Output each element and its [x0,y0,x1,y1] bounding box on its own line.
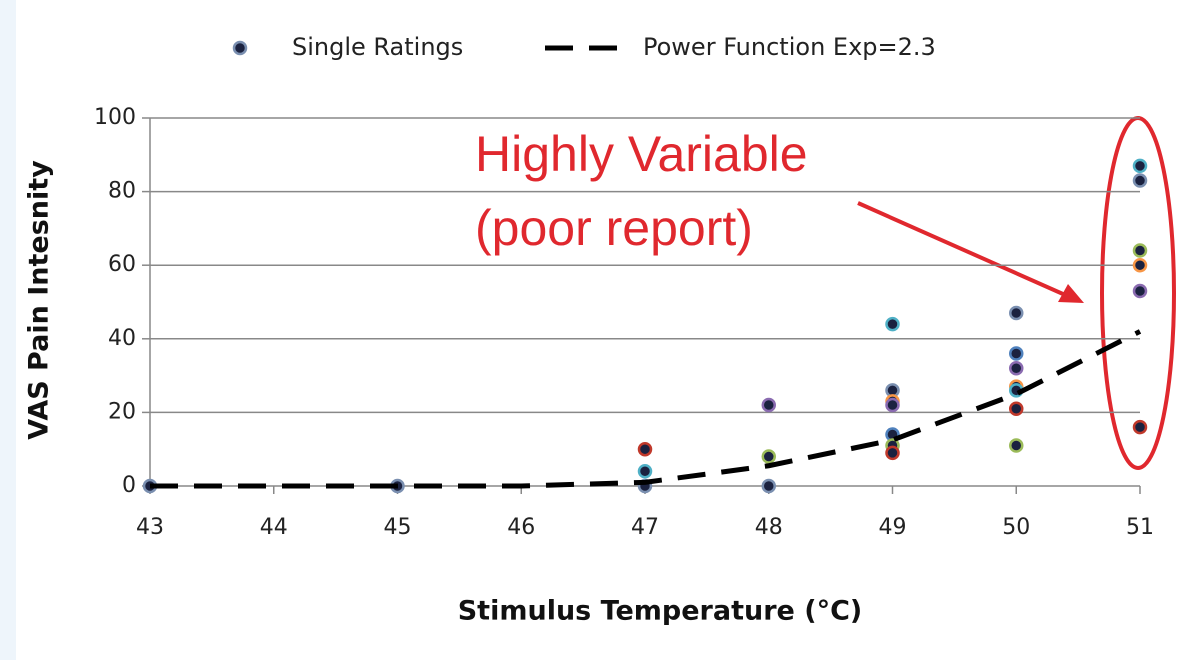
chart-background [16,0,1186,660]
data-point [1009,438,1024,453]
y-tick-label: 100 [94,105,136,130]
x-tick-label: 50 [1002,515,1030,540]
y-tick-label: 80 [108,179,136,204]
x-tick-label: 49 [879,515,907,540]
y-tick-label: 40 [108,326,136,351]
x-tick-label: 48 [755,515,783,540]
arrow [857,201,1073,300]
legend-label: Power Function Exp=2.3 [643,33,936,61]
x-tick-label: 44 [260,515,288,540]
data-point [1132,257,1148,273]
arrow-head [1058,284,1084,303]
data-point [1009,305,1024,321]
data-point [761,397,776,413]
data-point [1132,283,1148,299]
legend-label: Single Ratings [292,33,463,61]
data-point [1132,243,1148,258]
plot: 0 20 40 60 80 100 43 44 45 46 47 48 49 50 51 Single Rat… [94,33,1154,540]
data-point [885,316,900,332]
data-point [885,397,900,413]
fit-line [150,329,1142,489]
x-axis-title: Stimulus Temperature (°C) [458,596,863,627]
data-point [1009,401,1024,416]
data-point [885,445,900,461]
x-tick-label: 51 [1126,515,1154,540]
data-point [637,441,653,457]
data-point [1132,158,1148,174]
x-tick-label: 46 [507,515,535,540]
data-point [1132,419,1148,435]
y-tick-label: 60 [108,252,136,277]
data-point [761,449,776,464]
data-point [1009,346,1024,361]
x-tick-label: 47 [631,515,659,540]
y-tick-label: 0 [122,473,136,498]
data-point [1132,173,1148,188]
annotation: (poor report) [475,200,753,256]
x-tick-label: 43 [136,515,164,540]
annotation: Highly Variable [475,126,808,182]
y-axis-title: VAS Pain Intesnity [24,160,55,440]
data-point [637,464,653,479]
x-tick-label: 45 [384,515,412,540]
data-point [761,478,776,494]
y-tick-label: 20 [108,399,136,424]
legend-marker [232,40,248,56]
data-point [1009,360,1024,376]
